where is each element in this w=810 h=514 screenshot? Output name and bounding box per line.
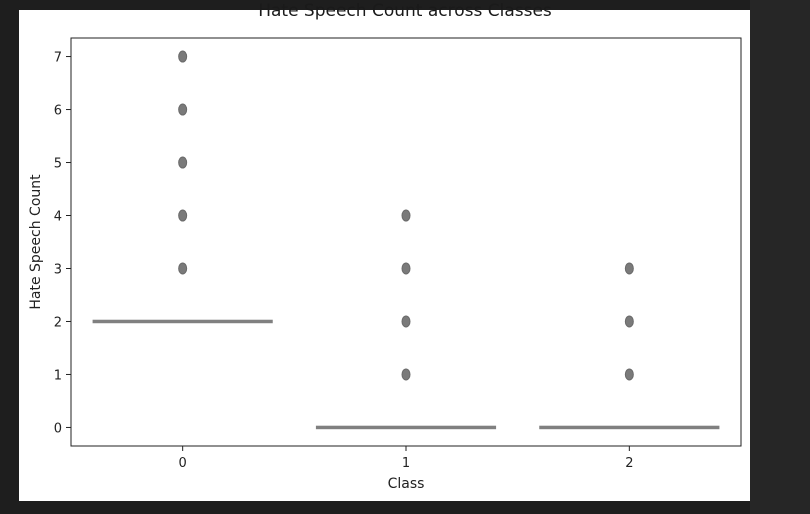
plot-canvas bbox=[19, 10, 750, 501]
outlier-point bbox=[624, 368, 634, 381]
outlier-point bbox=[178, 262, 188, 275]
y-tick-label: 6 bbox=[54, 104, 62, 119]
window-top-strip bbox=[0, 0, 810, 10]
x-axis-label: Class bbox=[388, 476, 425, 492]
outlier-point bbox=[178, 103, 188, 116]
x-tick-label: 2 bbox=[625, 456, 633, 471]
outlier-point bbox=[624, 262, 634, 275]
outlier-point bbox=[178, 50, 188, 63]
plot-area-frame bbox=[70, 37, 742, 447]
y-tick-label: 0 bbox=[54, 421, 62, 436]
outlier-point bbox=[178, 156, 188, 169]
outlier-point bbox=[401, 368, 411, 381]
outlier-point bbox=[401, 262, 411, 275]
outlier-point bbox=[401, 315, 411, 328]
x-tick-label: 1 bbox=[402, 456, 410, 471]
y-tick-label: 4 bbox=[54, 210, 62, 225]
box-series bbox=[92, 50, 720, 430]
chart-title: Hate Speech Count across Classes bbox=[258, 1, 552, 21]
y-axis-label: Hate Speech Count bbox=[28, 174, 44, 310]
y-tick-label: 5 bbox=[54, 157, 62, 172]
y-tick-label: 7 bbox=[54, 51, 62, 66]
outlier-point bbox=[401, 209, 411, 222]
x-tick-label: 0 bbox=[179, 456, 187, 471]
y-axis-ticks: 0 1 2 3 4 5 6 7 bbox=[54, 51, 71, 436]
y-tick-label: 1 bbox=[54, 368, 62, 383]
outlier-point bbox=[178, 209, 188, 222]
y-tick-label: 2 bbox=[54, 315, 62, 330]
x-axis-ticks: 0 1 2 bbox=[179, 446, 633, 471]
window-right-margin bbox=[750, 0, 810, 514]
y-tick-label: 3 bbox=[54, 262, 62, 277]
outlier-point bbox=[624, 315, 634, 328]
